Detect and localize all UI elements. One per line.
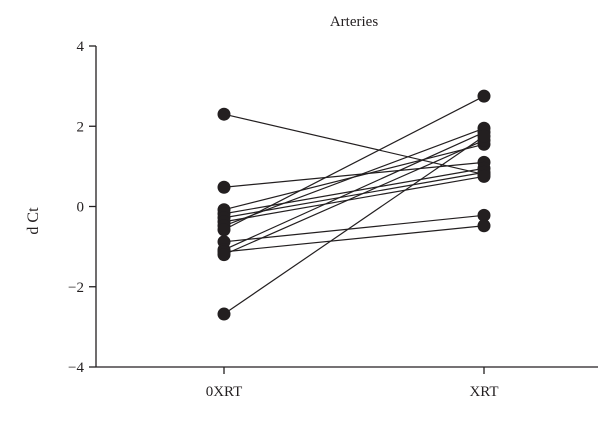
data-point (217, 307, 231, 321)
pair-line (223, 225, 485, 253)
data-point (217, 248, 231, 262)
pair-line (223, 131, 485, 251)
y-tick-label: 0 (77, 200, 85, 216)
data-point (477, 169, 491, 183)
pair-line (223, 113, 485, 175)
data-point (477, 129, 491, 143)
data-point (217, 223, 231, 237)
data-point (477, 89, 491, 103)
x-tick-label: 0XRT (206, 384, 243, 400)
pair-line (223, 95, 485, 231)
pair-line (223, 214, 485, 243)
data-point (217, 107, 231, 121)
y-tick-label: −2 (68, 280, 84, 296)
x-tick-label: XRT (469, 384, 498, 400)
y-axis-title: d Ct (25, 207, 42, 235)
y-tick-label: 4 (77, 39, 85, 55)
data-points (217, 89, 491, 321)
x-axis: 0XRT XRT (96, 366, 598, 400)
pair-lines (223, 95, 485, 315)
chart-title: Arteries (330, 14, 378, 30)
data-point (477, 208, 491, 222)
data-point (477, 219, 491, 233)
pair-line (223, 171, 485, 219)
pair-line (223, 135, 485, 315)
pair-line (223, 139, 485, 256)
pair-line (223, 175, 485, 223)
y-tick-label: −4 (68, 360, 84, 376)
y-axis: −4 −2 0 2 4 (68, 39, 97, 376)
pair-line (223, 127, 485, 227)
data-point (217, 180, 231, 194)
y-tick-label: 2 (77, 119, 85, 135)
